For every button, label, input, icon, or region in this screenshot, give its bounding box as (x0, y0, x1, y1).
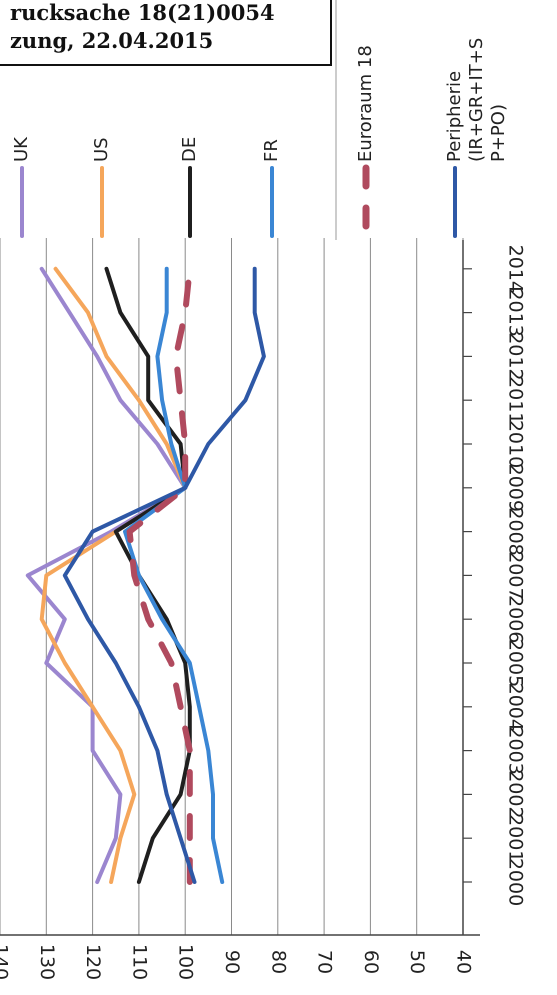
year-tick-label: 2006 (505, 595, 527, 643)
year-tick-label: 2009 (505, 464, 527, 512)
year-tick-label: 2011 (505, 376, 527, 424)
legend-label-peripherie: P+PO) (488, 104, 509, 162)
legend-label-peripherie: Peripherie (444, 71, 465, 162)
chart-legend: UK US DE FR Euroraum 18 Peripherie (IR+GR+IT+S… (11, 38, 509, 240)
value-tick-label: 100 (175, 944, 197, 980)
value-tick-label: 140 (0, 944, 12, 980)
year-tick-label: 2008 (505, 507, 527, 555)
series-line-euroraum-18 (126, 265, 193, 885)
value-tick-label: 80 (267, 950, 289, 974)
year-tick-label: 2007 (505, 551, 527, 599)
year-tick-label: 2014 (505, 245, 527, 293)
legend-label-de: DE (179, 137, 200, 162)
chart-gridlines (0, 0, 480, 936)
legend-label-fr: FR (261, 139, 282, 162)
legend-label-euroraum-18: Euroraum 18 (355, 45, 376, 162)
year-tick-label: 2003 (505, 726, 527, 774)
year-tick-label: 2002 (505, 770, 527, 818)
series-line-uk (25, 266, 188, 884)
value-tick-label: 70 (314, 950, 336, 974)
legend-label-us: US (91, 137, 112, 162)
document-header-box: rucksache 18(21)0054 zung, 22.04.2015 (0, 0, 332, 66)
year-tick-label: 2005 (505, 639, 527, 687)
series-lines (25, 265, 266, 885)
series-line-us (39, 266, 188, 884)
series-line-peripherie (62, 266, 266, 884)
session-date-line: zung, 22.04.2015 (10, 28, 214, 53)
x-axis-ticks: 2000200120022003200420052006200720082009… (463, 245, 527, 906)
value-tick-label: 110 (128, 944, 150, 980)
document-reference-line: rucksache 18(21)0054 (10, 0, 275, 25)
year-tick-label: 2000 (505, 858, 527, 906)
value-tick-label: 130 (36, 944, 58, 980)
value-tick-label: 120 (82, 944, 104, 980)
y-axis-ticks: 140 130 120 110 100 90 80 70 60 50 40 (0, 944, 475, 980)
year-tick-label: 2010 (505, 420, 527, 468)
year-tick-label: 2013 (505, 288, 527, 336)
year-tick-label: 2012 (505, 332, 527, 380)
value-tick-label: 40 (453, 950, 475, 974)
legend-label-uk: UK (11, 136, 32, 162)
legend-label-peripherie: (IR+GR+IT+S (466, 38, 487, 162)
value-tick-label: 50 (406, 950, 428, 974)
series-line-fr (123, 266, 225, 884)
year-tick-label: 2004 (505, 683, 527, 731)
value-tick-label: 90 (221, 950, 243, 974)
value-tick-label: 60 (360, 950, 382, 974)
year-tick-label: 2001 (505, 814, 527, 862)
